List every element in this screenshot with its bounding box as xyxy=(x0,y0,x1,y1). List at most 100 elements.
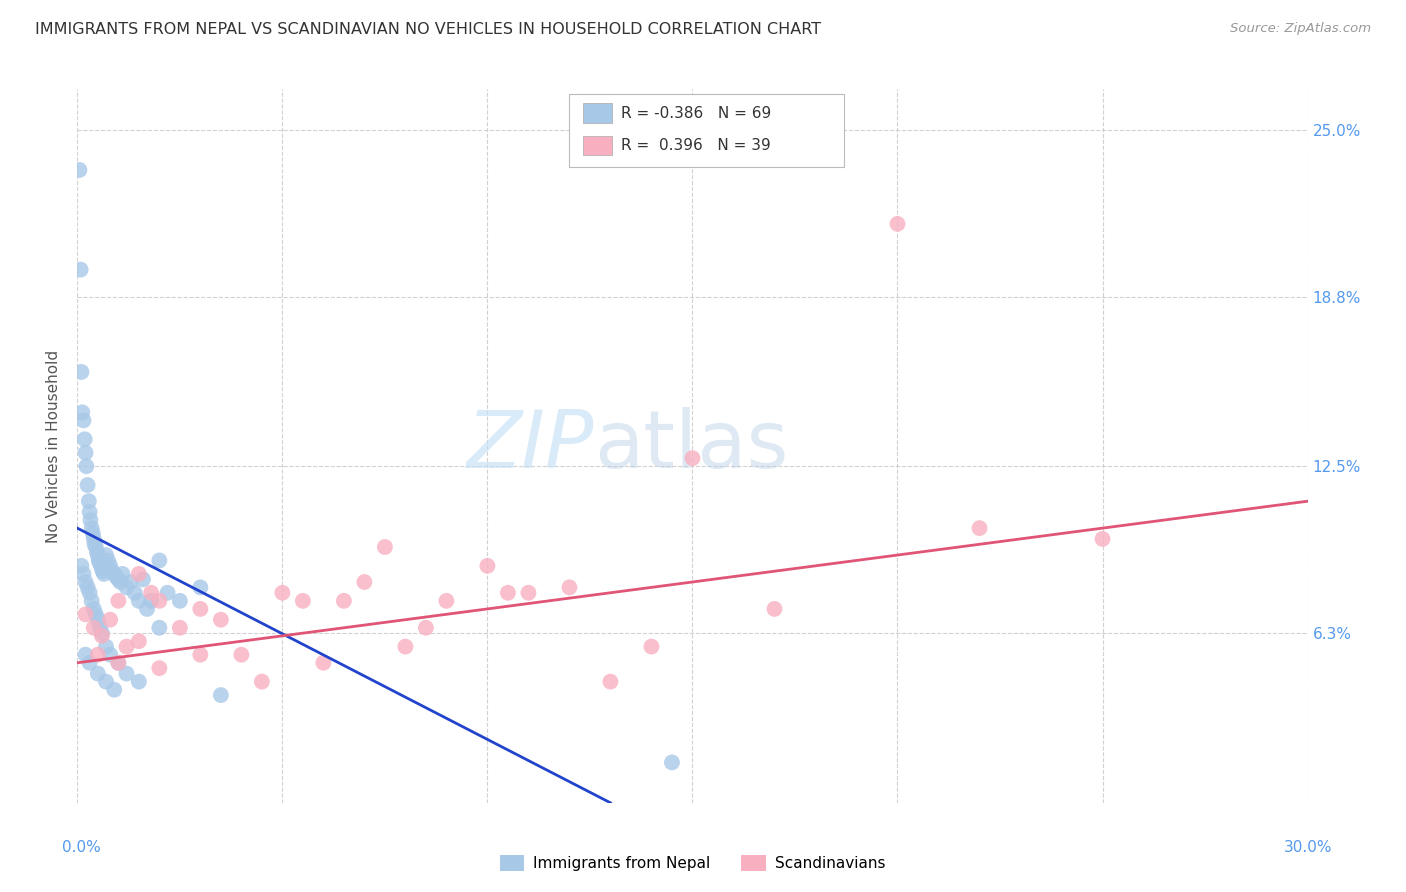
Legend: Immigrants from Nepal, Scandinavians: Immigrants from Nepal, Scandinavians xyxy=(494,849,891,877)
Point xyxy=(188,602,212,616)
Point xyxy=(496,586,519,600)
Point xyxy=(75,459,97,474)
Point xyxy=(70,405,93,419)
Point xyxy=(76,478,98,492)
Point xyxy=(83,537,105,551)
Point xyxy=(1091,532,1114,546)
Point xyxy=(90,558,112,573)
Point xyxy=(188,648,212,662)
Point xyxy=(67,163,90,178)
Point xyxy=(886,217,908,231)
Text: R = -0.386   N = 69: R = -0.386 N = 69 xyxy=(621,106,772,120)
Point xyxy=(87,648,110,662)
Point xyxy=(107,572,129,586)
Point xyxy=(141,594,163,608)
Point xyxy=(82,526,104,541)
Point xyxy=(101,564,124,578)
Point xyxy=(91,564,114,578)
Point xyxy=(558,580,581,594)
Point xyxy=(83,602,105,616)
Point xyxy=(661,756,683,770)
Point xyxy=(80,594,103,608)
Point xyxy=(73,432,96,446)
Point xyxy=(128,674,150,689)
Text: 0.0%: 0.0% xyxy=(62,840,101,855)
Point xyxy=(148,553,170,567)
Point xyxy=(124,586,146,600)
Point xyxy=(209,613,232,627)
Point xyxy=(83,532,105,546)
Point xyxy=(312,656,335,670)
Point xyxy=(107,594,129,608)
Text: IMMIGRANTS FROM NEPAL VS SCANDINAVIAN NO VEHICLES IN HOUSEHOLD CORRELATION CHART: IMMIGRANTS FROM NEPAL VS SCANDINAVIAN NO… xyxy=(35,22,821,37)
Point xyxy=(291,594,314,608)
Point xyxy=(640,640,662,654)
Point xyxy=(75,446,97,460)
Point xyxy=(120,574,142,589)
Point xyxy=(103,682,125,697)
Point xyxy=(77,494,100,508)
Point xyxy=(79,505,101,519)
Point xyxy=(115,666,138,681)
Point xyxy=(115,640,138,654)
Point xyxy=(209,688,232,702)
Point xyxy=(98,648,121,662)
Point xyxy=(76,580,98,594)
Point xyxy=(148,594,170,608)
Point xyxy=(90,626,114,640)
Point xyxy=(69,262,91,277)
Point xyxy=(79,586,101,600)
Text: atlas: atlas xyxy=(595,407,789,485)
Point xyxy=(188,580,212,594)
Point xyxy=(136,602,159,616)
Point xyxy=(231,648,253,662)
Point xyxy=(87,613,110,627)
Point xyxy=(763,602,786,616)
Point xyxy=(132,572,155,586)
Point xyxy=(75,574,97,589)
Point xyxy=(128,594,150,608)
Point xyxy=(599,674,621,689)
Point xyxy=(94,640,117,654)
Point xyxy=(111,566,134,581)
Point xyxy=(128,566,150,581)
Point xyxy=(103,566,125,581)
Text: ZIP: ZIP xyxy=(467,407,595,485)
Point xyxy=(969,521,991,535)
Point xyxy=(72,413,94,427)
Point xyxy=(415,621,437,635)
Point xyxy=(83,621,105,635)
Point xyxy=(79,513,101,527)
Point xyxy=(250,674,273,689)
Point xyxy=(169,621,191,635)
Point xyxy=(89,556,111,570)
Point xyxy=(90,629,114,643)
Point xyxy=(86,545,108,559)
Point xyxy=(148,661,170,675)
Point xyxy=(98,613,121,627)
Y-axis label: No Vehicles in Household: No Vehicles in Household xyxy=(46,350,62,542)
Point xyxy=(353,574,375,589)
Point xyxy=(271,586,294,600)
Point xyxy=(90,561,114,575)
Point xyxy=(105,569,128,583)
Text: Source: ZipAtlas.com: Source: ZipAtlas.com xyxy=(1230,22,1371,36)
Point xyxy=(87,553,110,567)
Point xyxy=(128,634,150,648)
Point xyxy=(436,594,458,608)
Point xyxy=(79,656,101,670)
Point xyxy=(75,607,97,622)
Point xyxy=(115,580,138,594)
Point xyxy=(87,548,110,562)
Point xyxy=(141,586,163,600)
Point xyxy=(156,586,179,600)
Point xyxy=(374,540,396,554)
Point xyxy=(110,574,132,589)
Point xyxy=(84,607,107,622)
Point xyxy=(107,656,129,670)
Point xyxy=(89,621,111,635)
Point xyxy=(517,586,540,600)
Point xyxy=(72,566,94,581)
Point xyxy=(148,621,170,635)
Point xyxy=(94,548,117,562)
